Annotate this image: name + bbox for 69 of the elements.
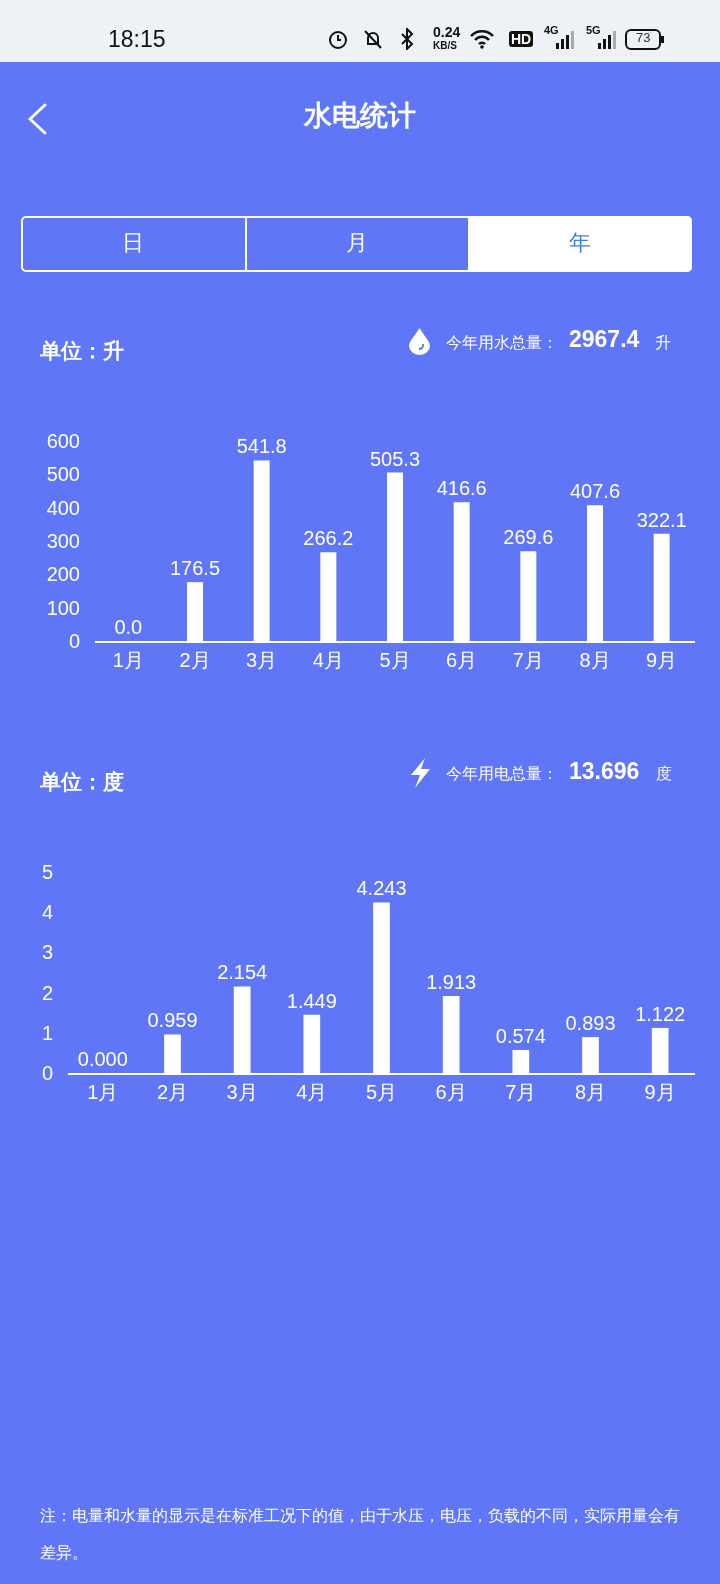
data-label: 1.122 (635, 1002, 686, 1025)
y-tick-label: 200 (46, 563, 80, 586)
text: 单位：度 (40, 770, 124, 793)
text: 18:15 (108, 26, 166, 52)
x-tick-label: 5月 (365, 1080, 398, 1103)
x-tick-label: 3月 (246, 648, 278, 671)
data-label: 505.3 (369, 447, 421, 470)
y-tick-label: 5 (41, 861, 53, 883)
text: 73 (636, 30, 651, 45)
x-tick-label: 9月 (644, 1080, 676, 1103)
y-tick-label: 1 (41, 1021, 53, 1044)
data-label: 407.6 (569, 480, 621, 503)
text: KB/S (433, 40, 457, 51)
text: 0.24 (433, 24, 461, 40)
x-tick-label: 4月 (312, 648, 344, 671)
text: 2967.4 (569, 326, 640, 352)
text: 今年用电总量： (446, 765, 558, 782)
text: 13.696 (569, 758, 640, 784)
text: 4G (544, 24, 559, 36)
data-label: 0.893 (565, 1012, 616, 1035)
data-label: 0.000 (77, 1048, 128, 1070)
x-tick-label: 1月 (87, 1080, 119, 1103)
text: 日 (122, 230, 144, 255)
text: 年 (569, 230, 591, 255)
text: 今年用水总量： (446, 334, 558, 351)
x-tick-label: 2月 (156, 1080, 189, 1103)
y-tick-label: 100 (46, 596, 80, 619)
x-tick-label: 4月 (296, 1080, 328, 1103)
x-tick-label: 6月 (435, 1080, 467, 1103)
x-tick-label: 3月 (226, 1080, 258, 1103)
x-tick-label: 6月 (446, 648, 478, 671)
y-tick-label: 0 (41, 1062, 53, 1084)
data-label: 416.6 (436, 477, 487, 500)
data-label: 322.1 (636, 508, 687, 531)
x-tick-label: 9月 (646, 648, 678, 671)
text: 水电统计 (304, 100, 416, 131)
y-tick-label: 0 (68, 630, 80, 652)
text: 升 (655, 334, 671, 351)
text: 注：电量和水量的显示是在标准工况下的值，由于水压，电压，负载的不同，实际用量会有差异。 (40, 1507, 680, 1561)
data-label: 1.913 (426, 971, 477, 994)
data-label: 269.6 (503, 526, 554, 549)
x-tick-label: 8月 (574, 1080, 607, 1103)
y-tick-label: 4 (41, 901, 53, 924)
text: HD (509, 31, 534, 47)
data-label: 266.2 (303, 527, 354, 550)
text: 单位：升 (40, 339, 124, 362)
x-tick-label: 1月 (112, 648, 144, 671)
text: 5G (586, 24, 601, 36)
data-label: 0.0 (114, 616, 143, 638)
data-label: 0.574 (495, 1024, 546, 1047)
data-label: 2.154 (217, 961, 268, 984)
y-tick-label: 500 (46, 463, 80, 486)
x-tick-label: 7月 (505, 1080, 537, 1103)
data-label: 4.243 (356, 877, 407, 900)
y-tick-label: 600 (46, 430, 80, 452)
data-label: 0.959 (147, 1009, 198, 1032)
y-tick-label: 3 (41, 941, 53, 964)
x-tick-label: 8月 (579, 648, 611, 671)
text: 月 (346, 230, 368, 255)
y-tick-label: 400 (46, 496, 80, 519)
x-tick-label: 7月 (512, 648, 544, 671)
data-label: 176.5 (169, 557, 221, 580)
y-tick-label: 300 (46, 530, 80, 552)
text: 度 (656, 765, 672, 782)
data-label: 1.449 (286, 989, 337, 1012)
y-tick-label: 2 (41, 981, 53, 1004)
data-label: 541.8 (236, 435, 287, 458)
x-tick-label: 2月 (179, 648, 211, 671)
x-tick-label: 5月 (379, 648, 411, 671)
